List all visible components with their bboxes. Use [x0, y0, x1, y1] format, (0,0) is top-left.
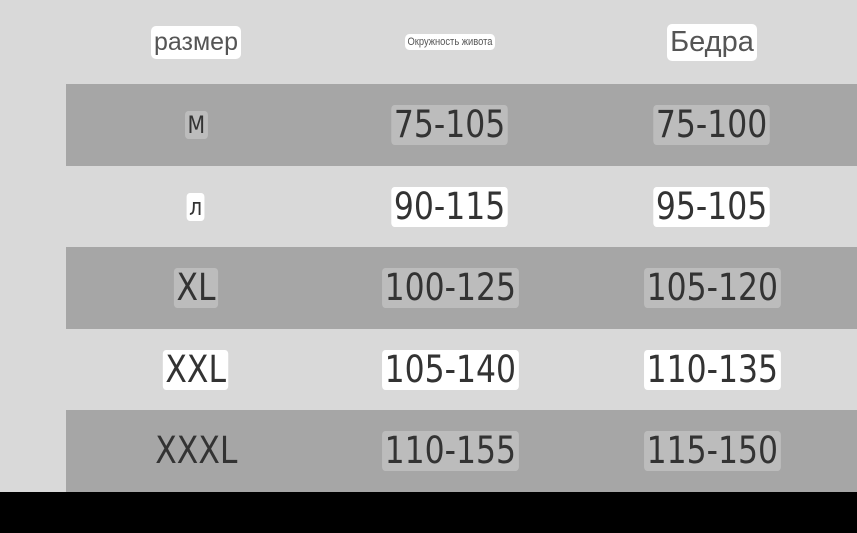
header-hips: Бедра — [612, 0, 812, 84]
table-row: XL 100-125 105-120 — [66, 247, 857, 329]
header-hips-label: Бедра — [667, 23, 757, 61]
hips-cell: 95-105 — [653, 187, 771, 227]
size-cell: XXL — [163, 350, 229, 390]
size-cell: л — [186, 193, 206, 221]
waist-cell: 110-155 — [381, 431, 519, 471]
waist-cell: 75-105 — [391, 105, 509, 145]
header-waist: Окружность живота — [350, 0, 550, 84]
table-row: л 90-115 95-105 — [66, 166, 857, 248]
waist-cell: 90-115 — [391, 187, 509, 227]
header-waist-label: Окружность живота — [404, 34, 496, 50]
size-chart: размер Окружность живота Бедра M 75-105 … — [0, 0, 857, 492]
hips-cell: 110-135 — [643, 350, 781, 390]
size-cell: XXXL — [154, 429, 238, 472]
hips-cell: 75-100 — [653, 105, 771, 145]
hips-cell: 115-150 — [643, 431, 781, 471]
table-row: M 75-105 75-100 — [66, 84, 857, 166]
hips-cell: 105-120 — [643, 268, 781, 308]
header-size: размер — [96, 0, 296, 84]
table-row: XXXL 110-155 115-150 — [66, 410, 857, 492]
header-size-label: размер — [151, 25, 241, 59]
size-cell: M — [184, 111, 208, 139]
size-cell: XL — [173, 268, 219, 308]
waist-cell: 105-140 — [381, 350, 519, 390]
waist-cell: 100-125 — [381, 268, 519, 308]
table-row: XXL 105-140 110-135 — [66, 329, 857, 411]
